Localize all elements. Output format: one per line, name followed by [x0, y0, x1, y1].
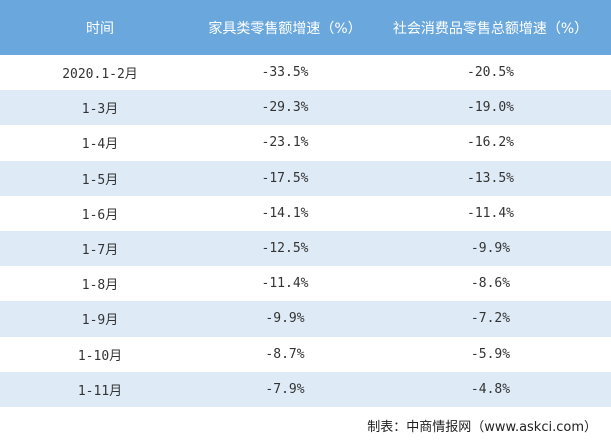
table-cell: -9.9%: [200, 301, 370, 337]
header-row: 时间 家具类零售额增速（%） 社会消费品零售总额增速（%）: [0, 0, 611, 55]
table-row: 1-5月 -17.5% -13.5%: [0, 160, 611, 196]
table-cell: -20.5%: [467, 65, 514, 81]
table-row: 1-3月 -29.3% -19.0%: [0, 90, 611, 126]
table-row: 1-11月 -7.9% -4.8%: [0, 371, 611, 407]
header-cell: 社会消费品零售总额增速（%）: [370, 0, 611, 55]
table-cell: -33.5%: [261, 65, 309, 81]
table-row: 2020.1-2月 -33.5% -20.5%: [0, 55, 611, 90]
table-cell: -11.4%: [467, 205, 514, 221]
table-row: 1-8月 -11.4% -8.6%: [0, 266, 611, 301]
table-cell: -9.9%: [370, 230, 611, 267]
table-cell: -13.5%: [370, 160, 611, 196]
table-cell: -4.8%: [370, 371, 611, 407]
footer: 制表：中商情报网（www.askci.com）: [367, 420, 597, 435]
table-cell: -29.3%: [200, 90, 370, 126]
table-row: 1-10月 -8.7% -5.9%: [0, 337, 611, 372]
table-cell: 1-10月: [77, 348, 123, 364]
table-cell: -7.9%: [200, 371, 370, 407]
table-cell: -14.1%: [261, 205, 309, 221]
table-cell: 1-3月: [0, 90, 200, 126]
header-cell: 时间: [0, 0, 200, 55]
table-cell: 2020.1-2月: [62, 67, 138, 83]
table-cell: 1-6月: [81, 207, 119, 223]
table-cell: -7.2%: [370, 301, 611, 337]
table-row: 1-4月 -23.1% -16.2%: [0, 125, 611, 160]
table-cell: 1-11月: [0, 371, 200, 407]
table-row: 1-9月 -9.9% -7.2%: [0, 301, 611, 337]
table-cell: -16.2%: [467, 135, 514, 151]
table-cell: -8.7%: [265, 346, 305, 362]
table-cell: 1-9月: [0, 301, 200, 337]
table-cell: -8.6%: [470, 276, 511, 292]
table-cell: 1-7月: [0, 230, 200, 267]
table-cell: 1-5月: [0, 160, 200, 196]
table-cell: -17.5%: [200, 160, 370, 196]
table-cell: -5.9%: [470, 346, 511, 362]
table-cell: 1-8月: [81, 278, 119, 294]
table-row: 1-6月 -14.1% -11.4%: [0, 196, 611, 231]
table-body: 2020.1-2月 -33.5% -20.5% 1-3月 -29.3% -19.0% 1-4…: [0, 55, 611, 407]
table-cell: -19.0%: [370, 90, 611, 126]
data-table: 时间 家具类零售额增速（%） 社会消费品零售总额增速（%） 2020.1-2月 -33…: [0, 0, 611, 407]
table-cell: 1-4月: [81, 137, 119, 153]
table-row: 1-7月 -12.5% -9.9%: [0, 230, 611, 267]
table-cell: -23.1%: [261, 135, 309, 151]
table-cell: -12.5%: [200, 230, 370, 267]
table-cell: -11.4%: [261, 276, 309, 292]
header-cell: 家具类零售额增速（%）: [200, 0, 370, 55]
